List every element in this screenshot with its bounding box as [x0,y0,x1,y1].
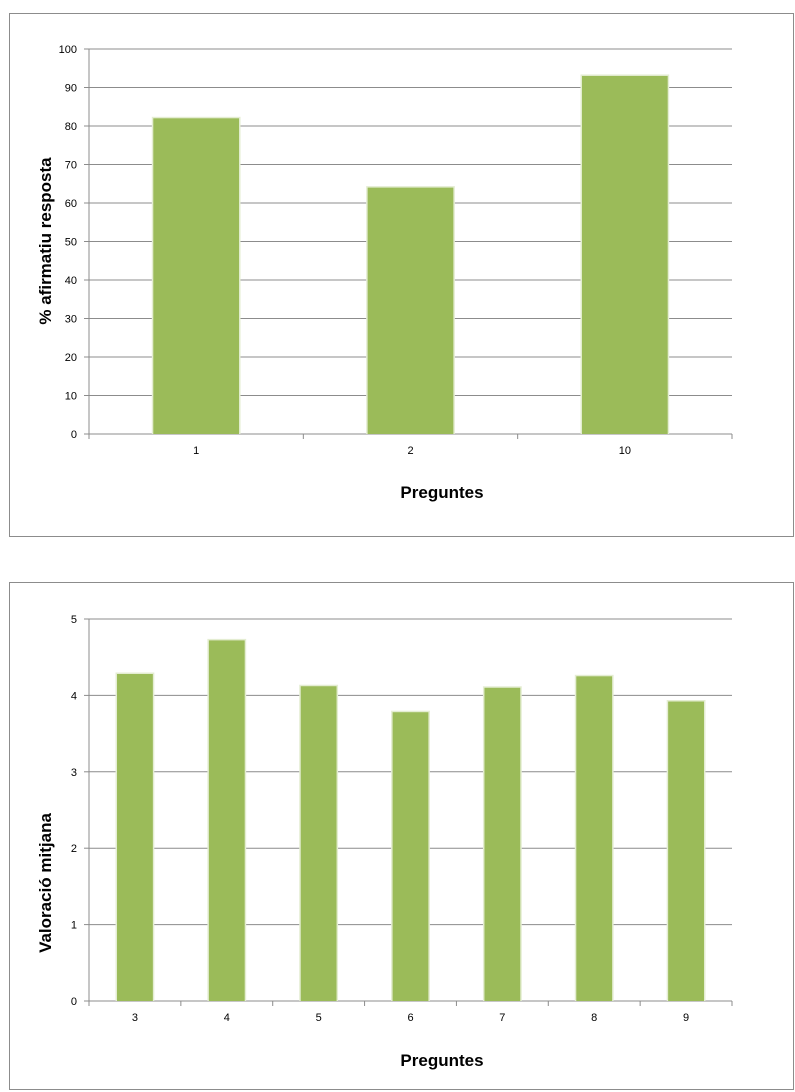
bar [300,686,337,1001]
y-tick-label: 70 [65,160,77,172]
x-tick-label: 7 [499,1012,505,1024]
y-tick-label: 80 [65,121,77,133]
y-axis-title: % afirmatiu resposta [36,157,55,325]
y-tick-label: 30 [65,314,77,326]
y-tick-label: 10 [65,391,77,403]
bar [668,701,704,1001]
bar [367,187,454,434]
y-tick-label: 60 [65,198,77,210]
x-tick-label: 8 [591,1012,597,1024]
x-tick-label: 2 [407,445,413,457]
y-tick-label: 0 [71,996,77,1008]
bar [576,676,613,1001]
y-tick-label: 5 [71,614,77,626]
x-tick-label: 6 [407,1012,413,1024]
bar [392,712,429,1001]
x-axis-title: Preguntes [400,1051,483,1070]
chart-average-rating: Preguntes Valoració mitjana 0 1 2 3 4 5 3 4 5 6 7 8… [9,582,794,1090]
y-tick-label: 40 [65,275,77,287]
y-axis-title: Valoració mitjana [36,813,55,953]
bar-chart-1: Preguntes % afirmatiu resposta 0 10 20 30 40… [36,44,733,502]
bar [581,75,668,434]
x-tick-label: 9 [683,1012,689,1024]
y-tick-label: 3 [71,767,77,779]
chart-affirmative-response: Preguntes % afirmatiu resposta 0 10 20 30 40… [9,13,794,537]
x-tick-label: 10 [619,445,631,457]
x-tick-label: 4 [224,1012,230,1024]
y-tick-label: 0 [71,429,77,441]
y-tick-label: 100 [59,44,77,56]
y-tick-label: 4 [71,690,77,702]
y-tick-label: 2 [71,843,77,855]
bar [117,674,153,1001]
bar [153,118,240,435]
x-tick-label: 5 [316,1012,322,1024]
bar [484,687,521,1001]
x-tick-label: 1 [193,445,199,457]
y-tick-label: 1 [71,920,77,932]
bar [208,640,245,1001]
x-axis-title: Preguntes [400,483,483,502]
y-tick-label: 90 [65,83,77,95]
bar-chart-2: Preguntes Valoració mitjana 0 1 2 3 4 5 3 4 5 6 7 8… [36,614,733,1070]
y-tick-label: 20 [65,352,77,364]
x-tick-label: 3 [132,1012,138,1024]
y-tick-label: 50 [65,237,77,249]
